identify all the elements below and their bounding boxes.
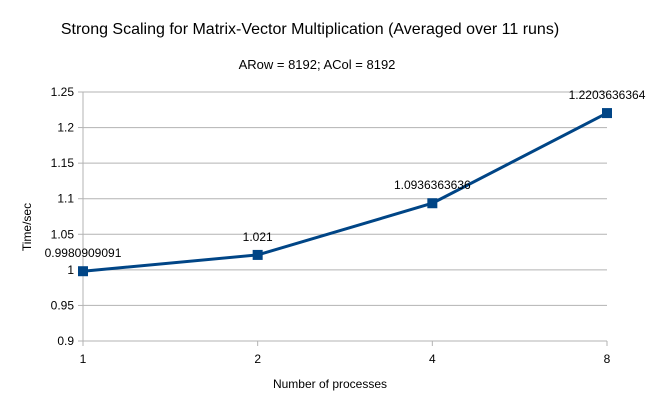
y-axis-label: Time/sec [20,203,34,251]
data-point-marker [252,249,263,260]
series-line [82,111,608,273]
y-tick-label: 1.25 [51,85,75,99]
data-point-marker [78,266,88,277]
x-axis-label: Number of processes [273,377,387,391]
series-layer [78,108,612,277]
axes: 0.9 0.95 1 1.05 1.1 1.15 1.2 1.25 1 2 4 8 [51,85,611,366]
gridlines [83,91,607,342]
y-tick-label: 1.2 [57,121,74,135]
data-label: 1.021 [243,230,273,244]
y-tick-label: 1 [67,263,74,277]
y-tick-label: 0.95 [51,298,75,312]
x-tick-label: 2 [254,352,261,366]
x-tick-label: 1 [80,352,87,366]
x-tick-label: 4 [429,352,436,366]
y-tick-label: 1.15 [51,156,75,170]
chart-title: Strong Scaling for Matrix-Vector Multipl… [61,21,559,38]
data-label: 1.2203636364 [569,88,646,102]
data-labels: 0.9980909091 1.021 1.0936363636 1.220363636… [45,88,646,260]
y-tick-label: 1.1 [57,192,74,206]
data-point-marker [427,198,438,209]
y-tick-label: 0.9 [57,334,74,348]
x-tick-label: 8 [604,352,611,366]
data-label: 1.0936363636 [394,178,471,192]
y-tick-label: 1.05 [51,227,75,241]
chart-subtitle: ARow = 8192; ACol = 8192 [239,57,396,72]
data-label: 0.9980909091 [45,246,122,260]
data-point-marker [602,108,612,119]
